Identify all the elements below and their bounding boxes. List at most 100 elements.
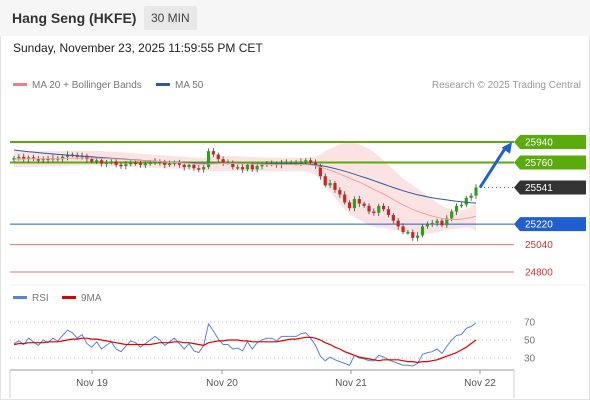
candle-body	[382, 205, 386, 210]
x-tick-label: Nov 22	[464, 378, 496, 389]
x-tick-label: Nov 20	[206, 378, 238, 389]
legend-rsi: RSI	[13, 293, 49, 304]
forecast-arrow-head	[501, 142, 512, 154]
legend-swatch-9ma	[62, 295, 76, 299]
candle-body	[240, 167, 245, 170]
level-label-25220: 25220	[514, 217, 586, 232]
legend-label-ma50: MA 50	[175, 80, 204, 91]
candle-body	[372, 211, 376, 214]
candle-body	[85, 155, 89, 160]
candle-body	[304, 160, 308, 162]
level-label-box	[514, 180, 586, 195]
legend-label-bollinger: MA 20 + Bollinger Bands	[32, 80, 142, 91]
level-label-box	[514, 217, 586, 232]
candle-body	[318, 165, 322, 177]
candle-body	[396, 220, 400, 227]
candle-body	[343, 194, 347, 203]
candle-body	[133, 162, 138, 165]
candle-body	[197, 168, 201, 170]
candle-body	[357, 199, 361, 204]
candle-body	[250, 164, 254, 170]
candle-body	[245, 164, 250, 170]
candle-body	[236, 167, 240, 169]
candle-body	[138, 163, 143, 165]
candle-body	[469, 195, 473, 198]
candle-body	[17, 156, 21, 159]
chart-header: Hang Seng (HKFE) 30 MIN	[0, 0, 590, 36]
candle-body	[347, 202, 352, 209]
level-label-25940: 25940	[514, 135, 586, 149]
legend-9ma: 9MA	[62, 293, 102, 304]
candle-body	[299, 161, 303, 163]
level-label-text: 25541	[525, 183, 553, 194]
candle-body	[406, 232, 410, 234]
candle-body	[255, 165, 259, 170]
legend-swatch-ma50	[156, 82, 170, 86]
candle-body	[367, 205, 371, 212]
candle-body	[26, 157, 31, 160]
candle-body	[425, 224, 429, 227]
level-label-text: 25940	[525, 138, 553, 149]
candle-body	[411, 232, 415, 238]
candle-body	[36, 159, 40, 161]
candle-body	[313, 162, 318, 166]
candle-body	[260, 164, 264, 167]
legend-bollinger: MA 20 + Bollinger Bands	[13, 80, 142, 91]
candle-body	[333, 183, 337, 190]
bollinger-band-area	[14, 142, 476, 235]
level-label-25541: 25541	[514, 180, 586, 195]
level-label-text: 25760	[525, 158, 553, 169]
candle-body	[206, 151, 211, 168]
candle-body	[31, 157, 36, 160]
candle-body	[129, 162, 133, 165]
ma20-line	[14, 157, 477, 220]
legend-swatch-bollinger	[13, 82, 27, 86]
candle-body	[114, 161, 118, 165]
candle-body	[172, 162, 177, 165]
level-label-box	[514, 135, 586, 149]
candle-body	[202, 167, 206, 170]
candle-body	[216, 154, 220, 160]
rsi-series-9ma	[13, 336, 477, 364]
candle-body	[352, 199, 357, 209]
candle-body	[148, 162, 152, 165]
candle-body	[454, 205, 459, 212]
candle-body	[435, 220, 439, 223]
timeframe-badge[interactable]: 30 MIN	[144, 6, 197, 30]
candle-body	[377, 205, 381, 213]
candle-body	[119, 164, 123, 167]
candle-body	[391, 214, 395, 221]
candle-body	[309, 160, 313, 163]
candle-body	[440, 220, 444, 226]
candle-body	[401, 226, 405, 233]
candle-body	[211, 151, 215, 155]
level-label-25760: 25760	[514, 155, 586, 170]
candle-body	[124, 164, 128, 166]
legend-label-9ma: 9MA	[81, 293, 102, 304]
candle-body	[90, 159, 94, 162]
rsi-tick-label: 70	[524, 318, 536, 329]
candle-body	[41, 158, 45, 161]
legend-swatch-rsi	[13, 295, 27, 299]
candle-body	[474, 187, 478, 196]
candle-body	[65, 154, 70, 157]
candle-body	[182, 164, 186, 168]
research-credit: Research © 2025 Trading Central	[431, 80, 581, 91]
level-label-24800: 24800	[525, 268, 553, 279]
candle-body	[192, 164, 196, 169]
candle-body	[109, 161, 113, 163]
candle-body	[22, 156, 26, 160]
candle-body	[386, 209, 391, 215]
candle-body	[328, 183, 332, 186]
x-tick-label: Nov 19	[76, 378, 108, 389]
level-label-text: 25220	[525, 220, 553, 231]
candle-body	[168, 163, 172, 166]
candle-body	[362, 203, 366, 206]
candle-body	[143, 163, 147, 166]
candle-body	[95, 160, 99, 162]
candle-body	[420, 226, 425, 236]
candle-body	[294, 162, 298, 165]
candle-body	[416, 235, 420, 238]
candle-body	[104, 162, 108, 165]
